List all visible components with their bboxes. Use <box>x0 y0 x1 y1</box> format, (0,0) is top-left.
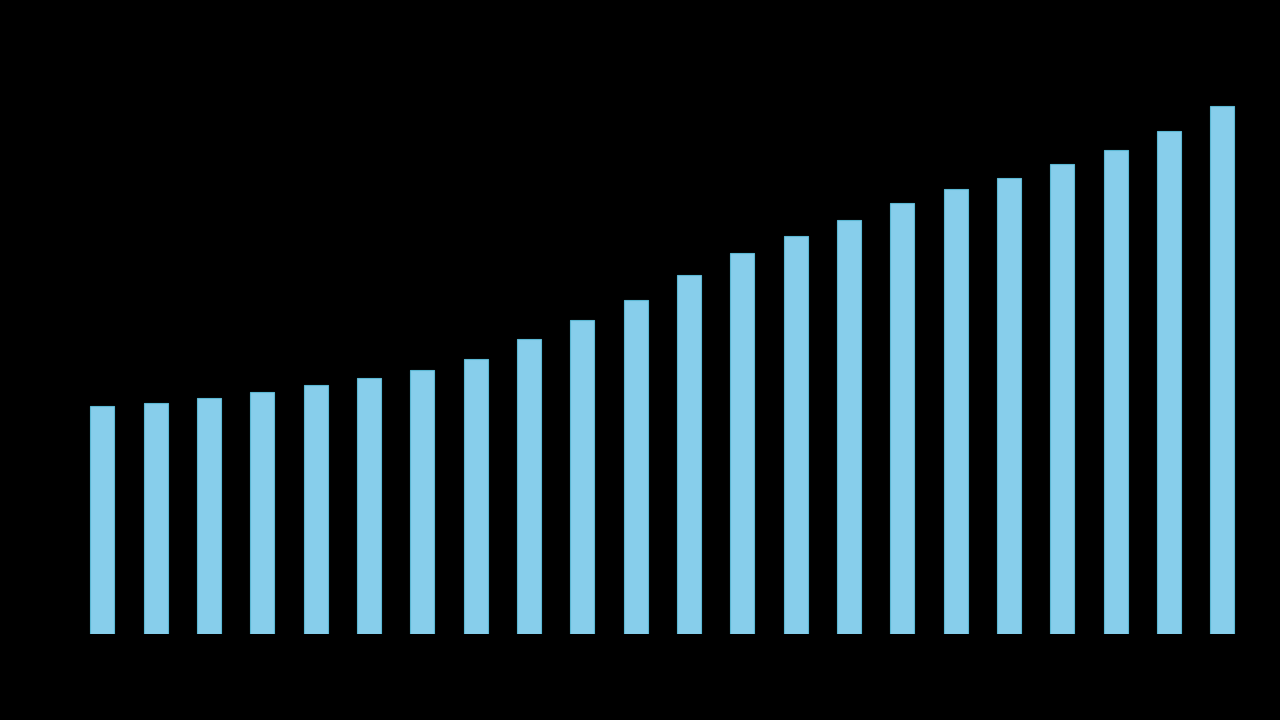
Bar <box>1051 164 1074 634</box>
Bar <box>783 236 808 634</box>
Bar <box>463 359 488 634</box>
Bar <box>357 378 381 634</box>
Bar <box>197 397 221 634</box>
Bar <box>411 370 434 634</box>
Bar <box>837 220 861 634</box>
Bar <box>623 300 648 634</box>
Bar <box>1157 131 1181 634</box>
Bar <box>303 385 328 634</box>
Bar <box>997 178 1021 634</box>
Bar <box>891 203 914 634</box>
Bar <box>677 275 701 634</box>
Bar <box>143 403 168 634</box>
Bar <box>943 189 968 634</box>
Bar <box>571 320 594 634</box>
Bar <box>731 253 754 634</box>
Bar <box>517 339 541 634</box>
Bar <box>91 406 114 634</box>
Bar <box>1103 150 1128 634</box>
Bar <box>1211 106 1234 634</box>
Bar <box>251 392 274 634</box>
